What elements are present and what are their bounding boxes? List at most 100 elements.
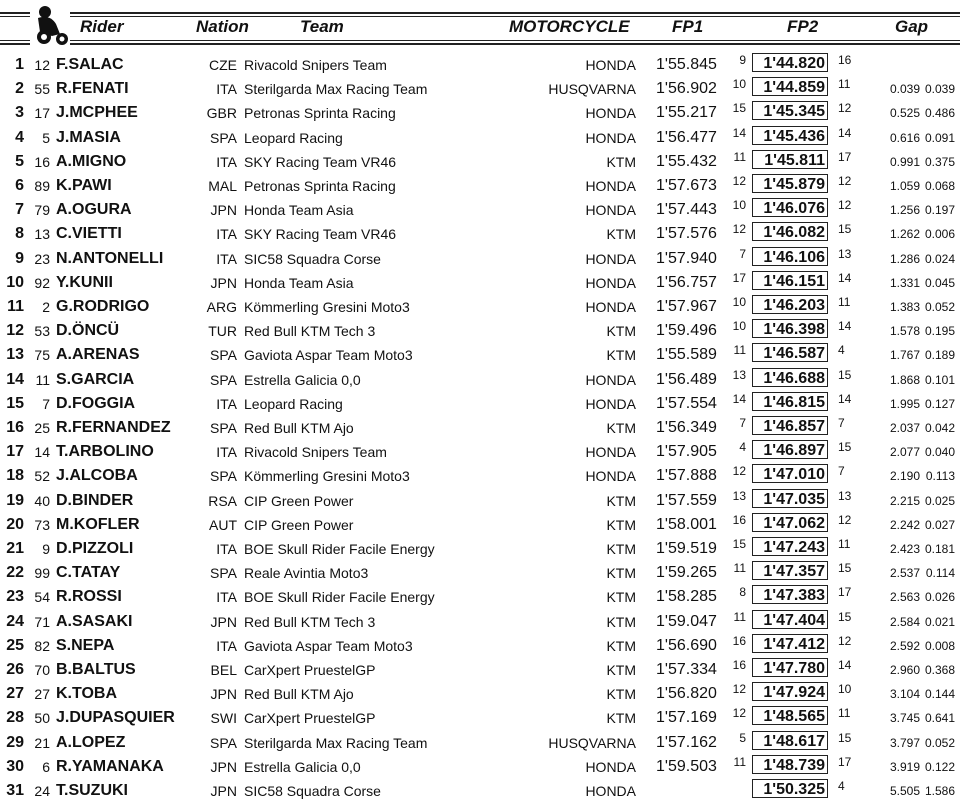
fp2-lap: 7 xyxy=(838,464,845,479)
motorcycle: KTM xyxy=(606,347,636,364)
rider-number: 23 xyxy=(34,250,50,267)
fp1-time: 1'57.967 xyxy=(656,298,717,315)
team-name: Reale Avintia Moto3 xyxy=(244,565,369,582)
gap-to-first: 2.077 xyxy=(889,445,920,460)
nation: SPA xyxy=(210,565,237,582)
gap-to-previous: 0.027 xyxy=(924,517,955,532)
position: 10 xyxy=(6,273,24,291)
nation: GBR xyxy=(206,105,237,122)
motorcycle: KTM xyxy=(606,686,636,703)
nation: SPA xyxy=(210,371,237,388)
rider-number: 99 xyxy=(34,565,50,582)
table-row: 22 99 C.TATAY SPA Reale Avintia Moto3 KTM 1'59… xyxy=(0,560,960,584)
team-name: Estrella Galicia 0,0 xyxy=(244,371,361,388)
table-row: 28 50 J.DUPASQUIER SWI CarXpert PruestelGP KT… xyxy=(0,705,960,729)
position: 1 xyxy=(15,56,24,73)
rider-name: S.GARCIA xyxy=(56,370,135,388)
team-name: CIP Green Power xyxy=(244,516,354,533)
rider-number: 9 xyxy=(42,541,50,557)
rider-name: D.ÖNCÜ xyxy=(56,322,120,340)
gap-to-first: 2.537 xyxy=(889,566,920,581)
fp1-time: 1'56.489 xyxy=(656,370,717,388)
fp2-time: 1'46.815 xyxy=(752,391,828,411)
position: 30 xyxy=(6,757,24,775)
position: 24 xyxy=(6,612,24,630)
table-row: 23 54 R.ROSSI ITA BOE Skull Rider Facile Ene… xyxy=(0,584,960,608)
fp2-lap: 15 xyxy=(838,222,852,237)
gap-to-first: 2.242 xyxy=(889,517,920,532)
rider-name: D.BINDER xyxy=(56,491,134,509)
motorcycle-rider-logo-icon xyxy=(30,4,70,46)
fp2-lap: 12 xyxy=(838,512,852,527)
table-row: 15 7 D.FOGGIA ITA Leopard Racing HONDA 1'57.55… xyxy=(0,391,960,415)
gap-to-first: 5.505 xyxy=(889,784,920,798)
motorcycle: KTM xyxy=(606,153,636,170)
gap-to-previous: 0.024 xyxy=(924,251,955,266)
position: 29 xyxy=(6,733,24,751)
position: 17 xyxy=(6,443,24,461)
fp1-time: 1'55.845 xyxy=(656,56,717,73)
header-fp1: FP1 xyxy=(672,17,704,36)
gap-to-first: 2.215 xyxy=(889,493,920,508)
gap-to-first: 0.039 xyxy=(889,82,920,97)
position: 21 xyxy=(6,540,24,557)
fp2-time: 1'48.739 xyxy=(752,754,828,774)
rider-number: 54 xyxy=(34,589,50,606)
fp1-time: 1'57.559 xyxy=(656,491,717,509)
nation: TUR xyxy=(208,323,237,340)
gap-to-previous: 0.052 xyxy=(924,735,955,750)
gap-to-previous: 0.486 xyxy=(924,106,955,121)
team-name: Honda Team Asia xyxy=(244,274,354,291)
fp2-lap: 17 xyxy=(838,585,852,600)
gap-to-previous: 0.375 xyxy=(924,154,955,169)
header-rule-bottom xyxy=(0,43,960,45)
gap-to-previous: 0.113 xyxy=(925,469,955,484)
table-row: 30 6 R.YAMANAKA JPN Estrella Galicia 0,0 HOND… xyxy=(0,754,960,778)
fp1-lap: 4 xyxy=(739,440,746,455)
fp1-lap: 9 xyxy=(739,53,746,67)
fp2-time: 1'47.924 xyxy=(752,682,828,702)
rider-name: R.ROSSI xyxy=(56,588,122,606)
rider-name: K.PAWI xyxy=(56,177,112,194)
gap-to-first: 3.104 xyxy=(889,687,920,702)
fp2-time: 1'46.857 xyxy=(752,416,828,435)
fp2-time: 1'46.688 xyxy=(752,367,828,387)
gap-to-previous: 0.127 xyxy=(924,396,955,411)
fp1-lap: 16 xyxy=(732,658,746,672)
nation: ITA xyxy=(216,541,237,557)
nation: SPA xyxy=(210,734,237,751)
rider-name: B.BALTUS xyxy=(56,661,136,678)
motorcycle: KTM xyxy=(606,565,636,582)
fp2-lap: 14 xyxy=(838,125,852,140)
nation: ITA xyxy=(216,444,237,461)
motorcycle: HONDA xyxy=(585,395,636,412)
nation: SPA xyxy=(210,420,237,436)
fp1-lap: 12 xyxy=(732,706,746,721)
position: 4 xyxy=(15,128,24,146)
nation: AUT xyxy=(209,516,237,533)
gap-to-previous: 0.122 xyxy=(924,759,955,774)
fp2-time: 1'48.617 xyxy=(752,730,828,750)
header-nation: Nation xyxy=(196,17,249,36)
fp2-time: 1'47.383 xyxy=(752,585,828,605)
fp2-time: 1'47.035 xyxy=(752,488,828,508)
table-row: 29 21 A.LOPEZ SPA Sterilgarda Max Racing Tea… xyxy=(0,730,960,754)
fp1-lap: 11 xyxy=(733,754,746,769)
gap-to-first: 3.919 xyxy=(889,759,920,774)
motorcycle: HONDA xyxy=(585,444,636,461)
nation: BEL xyxy=(210,662,237,678)
nation: RSA xyxy=(208,492,237,509)
nation: JPN xyxy=(210,783,237,799)
gap-to-first: 2.584 xyxy=(889,614,920,629)
fp1-lap: 7 xyxy=(739,416,746,430)
fp2-time: 1'46.203 xyxy=(752,295,828,314)
fp1-time: 1'55.217 xyxy=(656,104,717,122)
position: 31 xyxy=(6,782,24,799)
fp1-time: 1'57.940 xyxy=(656,249,717,267)
rider-name: C.TATAY xyxy=(56,564,121,582)
rider-number: 2 xyxy=(42,299,50,315)
rider-number: 75 xyxy=(34,347,50,364)
rider-name: T.SUZUKI xyxy=(56,782,128,799)
rider-number: 25 xyxy=(34,420,50,436)
rider-name: R.FERNANDEZ xyxy=(56,419,171,436)
